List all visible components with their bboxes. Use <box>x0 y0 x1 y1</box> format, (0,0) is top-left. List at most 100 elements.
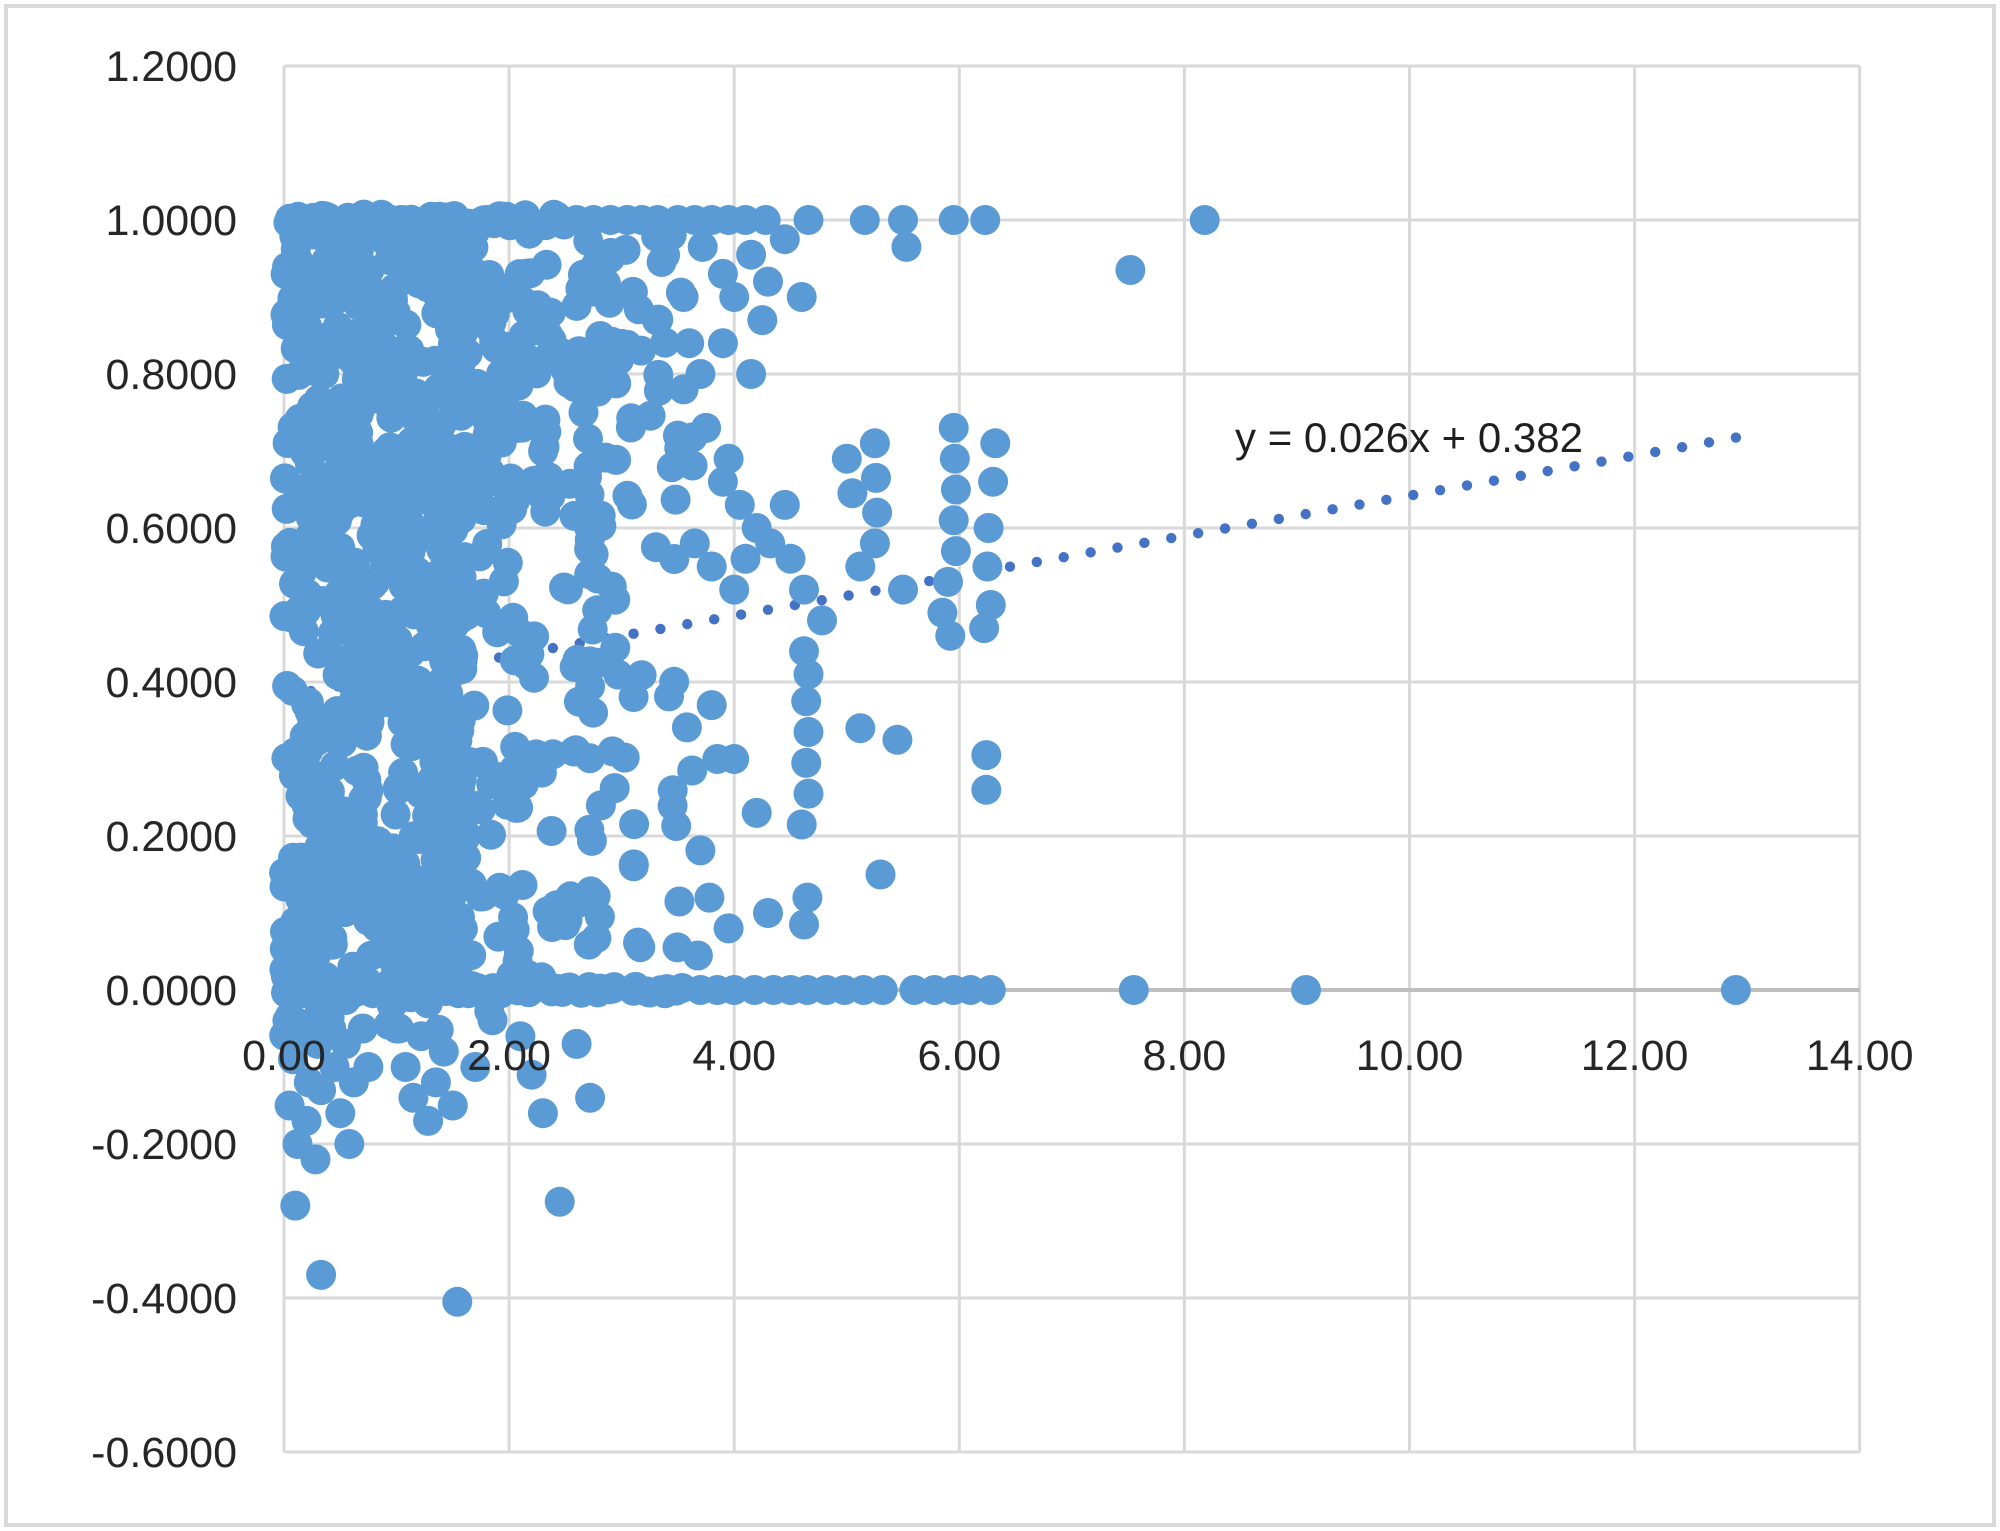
scatter-point <box>471 205 502 235</box>
scatter-point <box>369 554 399 585</box>
scatter-point <box>938 505 969 536</box>
scatter-point <box>476 819 506 850</box>
trendline-dot <box>735 609 747 620</box>
scatter-point <box>612 480 643 511</box>
scatter-point <box>519 662 549 693</box>
scatter-point <box>420 845 451 876</box>
scatter-point <box>353 775 384 806</box>
scatter-point <box>362 648 393 678</box>
y-tick-label: -0.2000 <box>91 1121 237 1169</box>
scatter-point <box>643 359 674 390</box>
scatter-point <box>862 497 893 528</box>
scatter-point <box>786 809 817 840</box>
scatter-point <box>269 933 300 964</box>
scatter-point <box>385 898 416 929</box>
trendline-dot <box>1354 499 1365 510</box>
trendline-dot <box>1650 446 1661 458</box>
x-tick-label: 12.00 <box>1581 1032 1689 1080</box>
scatter-point <box>391 309 422 340</box>
scatter-point <box>498 602 529 633</box>
scatter-point <box>574 743 605 774</box>
scatter-point <box>353 310 383 341</box>
trendline-dot <box>655 623 666 635</box>
scatter-point <box>492 695 523 726</box>
trendline-dot <box>1300 508 1311 520</box>
scatter-point <box>568 397 599 428</box>
scatter-point <box>791 747 822 778</box>
scatter-point <box>561 1028 592 1059</box>
scatter-point <box>376 990 407 1021</box>
scatter-point <box>769 224 800 255</box>
scatter-point <box>659 544 690 574</box>
scatter-point <box>280 1190 311 1221</box>
scatter-point <box>935 620 966 651</box>
scatter-point <box>575 1082 606 1113</box>
scatter-point <box>585 790 616 821</box>
scatter-point <box>341 364 372 395</box>
trendline-dot <box>843 590 854 601</box>
scatter-point <box>348 752 379 783</box>
scatter-point <box>315 235 346 266</box>
scatter-point <box>437 1090 468 1121</box>
scatter-point <box>677 755 708 786</box>
scatter-point <box>589 240 620 271</box>
scatter-point <box>702 744 733 774</box>
scatter-point <box>576 359 607 389</box>
scatter-point <box>980 428 1011 459</box>
trendline-dot <box>1219 523 1231 534</box>
scatter-point <box>888 205 918 235</box>
scatter-point <box>789 574 819 605</box>
x-tick-label: 0.00 <box>242 1032 326 1080</box>
scatter-point <box>938 412 969 443</box>
scatter-point <box>753 898 783 928</box>
scatter-point <box>378 284 408 315</box>
scatter-point <box>385 205 416 235</box>
scatter-point <box>467 747 498 778</box>
scatter-point <box>1720 975 1751 1005</box>
trendline-dot <box>1273 513 1285 525</box>
scatter-point <box>387 372 418 403</box>
scatter-point <box>793 659 824 690</box>
x-tick-label: 6.00 <box>917 1032 1001 1080</box>
x-tick-label: 8.00 <box>1143 1032 1227 1080</box>
scatter-point <box>753 266 783 297</box>
scatter-point <box>1189 205 1220 235</box>
scatter-point <box>600 632 631 663</box>
scatter-point <box>497 494 528 525</box>
scatter-point <box>831 443 862 474</box>
scatter-point <box>793 205 824 235</box>
scatter-point <box>576 825 607 856</box>
scatter-point <box>544 1186 575 1217</box>
scatter-point <box>380 799 411 830</box>
scatter-point <box>580 881 611 912</box>
trendline-dot <box>1139 537 1150 549</box>
scatter-point <box>420 1067 451 1098</box>
x-tick-label: 2.00 <box>467 1032 551 1080</box>
scatter-point <box>859 528 890 559</box>
trendline-dot <box>1676 441 1688 453</box>
scatter-point <box>565 273 596 304</box>
scatter-point <box>299 392 330 423</box>
y-axis-tick-labels: 1.2000 1.0000 0.8000 0.6000 0.4000 0.2000 0.00… <box>91 43 237 1477</box>
scatter-point <box>280 333 311 364</box>
scatter-point <box>438 737 469 768</box>
scatter-point <box>882 724 913 755</box>
scatter-point <box>343 428 374 459</box>
scatter-point <box>398 1082 429 1113</box>
scatter-point <box>687 231 718 262</box>
scatter-point <box>334 1129 365 1159</box>
scatter-point <box>696 690 727 721</box>
scatter-point <box>971 740 1002 771</box>
scatter-point <box>269 463 300 494</box>
scatter-point <box>1291 975 1321 1005</box>
scatter-point <box>347 1013 378 1044</box>
scatter-point <box>427 208 457 239</box>
trendline-dot <box>628 628 639 639</box>
scatter-point <box>406 1021 437 1052</box>
scatter-point <box>439 550 470 581</box>
scatter-point <box>888 574 918 605</box>
scatter-point <box>927 597 958 628</box>
scatter-point <box>514 639 545 670</box>
scatter-point <box>775 543 806 574</box>
scatter-point <box>585 500 616 531</box>
